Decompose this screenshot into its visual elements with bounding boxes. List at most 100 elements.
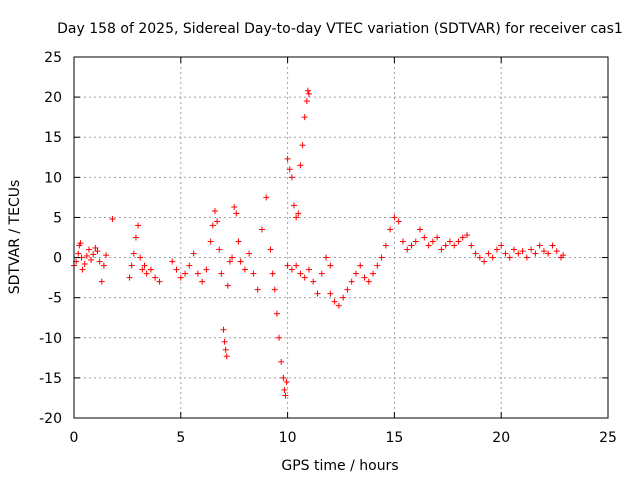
data-point: [293, 262, 300, 269]
data-point: [246, 250, 253, 257]
data-point: [297, 162, 304, 169]
data-point: [222, 346, 229, 353]
data-point: [258, 226, 265, 233]
y-tick-label: -15: [39, 371, 62, 387]
data-point: [190, 250, 197, 257]
data-point: [536, 242, 543, 249]
data-point: [348, 278, 355, 285]
x-tick-label: 20: [492, 430, 510, 446]
data-point: [344, 286, 351, 293]
data-point: [132, 234, 139, 241]
y-tick-label: 5: [53, 210, 62, 226]
x-axis-label: GPS time / hours: [281, 458, 398, 474]
data-point: [280, 374, 287, 381]
data-point: [152, 274, 159, 281]
data-point: [331, 298, 338, 305]
data-point: [284, 262, 291, 269]
data-point: [135, 222, 142, 229]
data-point: [498, 242, 505, 249]
data-point: [421, 234, 428, 241]
x-tick-label: 25: [599, 430, 617, 446]
data-point: [231, 204, 238, 211]
data-point: [485, 250, 492, 257]
data-point: [560, 252, 567, 259]
x-tick-label: 10: [279, 430, 297, 446]
data-point: [141, 262, 148, 269]
data-point: [352, 270, 359, 277]
data-point: [310, 278, 317, 285]
data-point: [318, 270, 325, 277]
data-point: [218, 270, 225, 277]
data-point: [186, 262, 193, 269]
data-point: [137, 254, 144, 261]
data-point: [408, 242, 415, 249]
data-point: [511, 246, 518, 253]
data-point: [387, 226, 394, 233]
y-tick-label: -20: [39, 411, 62, 427]
data-point: [211, 208, 218, 215]
data-point: [199, 278, 206, 285]
data-point: [304, 87, 311, 94]
data-point: [284, 155, 291, 162]
data-point: [293, 214, 300, 221]
data-point: [417, 226, 424, 233]
data-point: [250, 270, 257, 277]
data-point: [273, 310, 280, 317]
data-point: [169, 258, 176, 265]
data-point: [286, 166, 293, 173]
plot-frame: [73, 56, 609, 419]
y-tick-label: 25: [44, 50, 62, 66]
data-point: [532, 250, 539, 257]
data-point: [451, 242, 458, 249]
data-point: [442, 242, 449, 249]
data-point: [126, 274, 133, 281]
data-points: [71, 87, 567, 399]
y-tick-labels: -20 -15 -10 -5 0 5 10 15 20 25: [39, 50, 62, 427]
y-tick-label: 15: [44, 130, 62, 146]
data-point: [226, 258, 233, 265]
data-point: [464, 232, 471, 239]
data-point: [224, 282, 231, 289]
data-point: [340, 294, 347, 301]
data-point: [83, 252, 90, 259]
data-point: [220, 326, 227, 333]
data-point: [399, 238, 406, 245]
data-point: [85, 246, 92, 253]
data-point: [404, 246, 411, 253]
x-tick-label: 5: [176, 430, 185, 446]
axis-ticks: [73, 56, 609, 419]
data-point: [314, 290, 321, 297]
data-point: [88, 256, 95, 263]
data-point: [271, 286, 278, 293]
data-point: [194, 270, 201, 277]
data-point: [438, 246, 445, 253]
data-point: [128, 262, 135, 269]
data-point: [288, 174, 295, 181]
data-point: [254, 286, 261, 293]
data-point: [361, 274, 368, 281]
data-point: [235, 238, 242, 245]
data-point: [301, 274, 308, 281]
y-axis-label: SDTVAR / TECUs: [7, 180, 23, 295]
data-point: [177, 274, 184, 281]
data-point: [468, 242, 475, 249]
data-point: [203, 266, 210, 273]
data-point: [207, 238, 214, 245]
data-point: [305, 90, 312, 97]
data-point: [472, 250, 479, 257]
y-tick-label: 20: [44, 90, 62, 106]
data-point: [515, 250, 522, 257]
data-point: [267, 246, 274, 253]
data-point: [553, 248, 560, 255]
data-point: [94, 248, 101, 255]
data-point: [481, 258, 488, 265]
data-point: [173, 266, 180, 273]
data-point: [395, 218, 402, 225]
data-point: [139, 266, 146, 273]
data-point: [493, 246, 500, 253]
data-point: [276, 334, 283, 341]
data-point: [182, 270, 189, 277]
data-point: [130, 250, 137, 257]
x-tick-label: 0: [70, 430, 79, 446]
